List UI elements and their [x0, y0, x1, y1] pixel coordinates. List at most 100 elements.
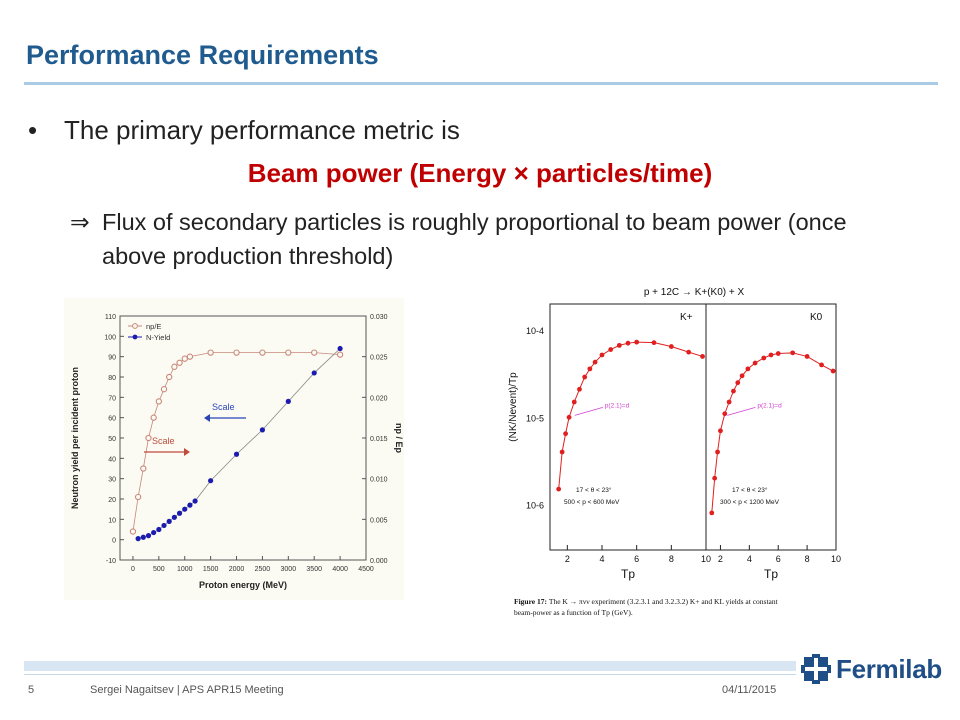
x-tick-label: 6 — [634, 554, 639, 564]
y-tick-label: 100 — [104, 334, 116, 341]
kaon-point — [571, 399, 577, 405]
n-yield-point — [208, 478, 214, 484]
y-tick-label: 90 — [108, 355, 116, 362]
n-yield-point — [151, 529, 157, 536]
kaon-point — [625, 340, 631, 346]
kaon-point — [804, 354, 810, 359]
caption-text: The K → πνν experiment (3.2.3.1 and 3.2.… — [549, 597, 779, 606]
kaon-point — [556, 486, 562, 492]
y-tick-label: -10 — [106, 558, 116, 565]
y-tick-label: 70 — [108, 395, 116, 402]
kaon-point — [634, 339, 640, 345]
panel-label: K+ — [680, 312, 693, 323]
y-right-tick-label: 0.005 — [370, 517, 388, 524]
np-e-point — [186, 353, 194, 360]
y-tick-label: 50 — [108, 436, 116, 443]
annotation-text: p(2.1)=d — [757, 402, 782, 409]
kaon-point — [739, 373, 745, 379]
n-yield-point — [156, 526, 162, 533]
figure-caption-line2: beam-power as a function of Tp (GeV). — [514, 608, 633, 617]
np-e-point — [129, 528, 137, 535]
x-axis-label: Tp — [764, 567, 778, 581]
np-e-point — [171, 363, 178, 370]
kaon-point — [726, 399, 732, 405]
x-tick-label: 6 — [776, 554, 781, 564]
y-axis-label: (NK/Nevent)/Tp — [508, 372, 519, 442]
y-right-tick-label: 0.010 — [370, 477, 388, 484]
n-yield-point — [135, 536, 141, 542]
kaon-point — [819, 362, 824, 368]
scale-arrowhead — [184, 448, 190, 456]
kaon-point — [761, 355, 767, 361]
np-e-point — [150, 414, 157, 421]
kaon-point — [768, 352, 774, 358]
implication-text: Flux of secondary particles is roughly p… — [102, 209, 847, 269]
y-tick-label: 10-6 — [526, 500, 544, 510]
scale-annotation: Scale — [152, 436, 175, 446]
annotation-arrow — [727, 406, 756, 416]
kaon-point — [752, 360, 758, 366]
footer-divider — [24, 674, 796, 675]
implies-arrow-icon: ⇒ — [70, 209, 90, 235]
np-e-point — [259, 349, 266, 356]
kaon-point — [587, 366, 593, 372]
kaon-point — [616, 342, 622, 348]
kaon-point — [709, 510, 715, 516]
y-right-tick-label: 0.020 — [370, 395, 388, 402]
presentation-date: 04/11/2015 — [722, 684, 777, 696]
np-e-point — [160, 386, 168, 393]
kaon-point — [722, 411, 728, 417]
x-axis-label: Proton energy (MeV) — [199, 580, 287, 590]
x-tick-label: 1500 — [203, 566, 219, 573]
x-tick-label: 4500 — [358, 566, 374, 573]
legend-marker — [132, 334, 138, 340]
panel-label: K0 — [810, 312, 823, 323]
kaon-point — [592, 359, 598, 365]
x-tick-label: 2500 — [255, 566, 271, 573]
n-yield-point — [337, 345, 343, 352]
kaon-yield-svg: p + 12C → K+(K0) + X (NK/Nevent)/Tp 10-4 10… — [508, 287, 841, 617]
kaon-point — [668, 344, 674, 349]
n-yield-point — [192, 498, 198, 504]
x-tick-label: 0 — [131, 566, 135, 573]
annotation-text: p(2.1)=d — [605, 402, 630, 409]
bullet-item: • The primary performance metric is — [28, 115, 460, 146]
y-tick-label: 0 — [112, 538, 116, 545]
kaon-point — [566, 414, 572, 420]
kaon-point — [775, 351, 781, 356]
annotation-arrow — [574, 406, 603, 416]
x-tick-label: 500 — [153, 566, 165, 573]
page-title: Performance Requirements — [26, 40, 379, 70]
kaon-point — [718, 428, 723, 434]
cut-text: 500 < p < 600 MeV — [564, 499, 620, 506]
y-tick-label: 10-4 — [526, 326, 544, 336]
logo-text: Fermilab — [836, 654, 942, 684]
caption-label: Figure 17: — [514, 597, 549, 606]
kaon-point — [731, 388, 736, 394]
np-e-point — [311, 349, 318, 356]
legend-marker — [132, 323, 138, 329]
y-right-axis-label: np / Ep — [394, 423, 404, 453]
kaon-series-line — [711, 352, 834, 513]
kaon-yield-chart: p + 12C → K+(K0) + X (NK/Nevent)/Tp 10-4 10… — [496, 282, 850, 622]
n-yield-point — [311, 370, 317, 376]
cut-text: 300 < p < 1200 MeV — [720, 499, 780, 506]
x-tick-label: 4 — [599, 554, 604, 564]
fermilab-logo-icon — [801, 654, 831, 684]
x-tick-label: 8 — [669, 554, 674, 564]
y-right-tick-label: 0.015 — [370, 436, 388, 443]
kaon-point — [608, 347, 614, 352]
n-yield-point — [161, 522, 167, 529]
np-e-point — [336, 351, 344, 358]
y-tick-label: 10 — [108, 517, 116, 524]
page-number: 5 — [28, 684, 35, 696]
footer-bar — [24, 661, 796, 671]
np-e-point — [285, 349, 292, 356]
x-tick-label: 3500 — [306, 566, 322, 573]
x-tick-label: 2 — [565, 554, 570, 564]
np-e-point — [145, 434, 152, 442]
kaon-point — [745, 366, 751, 372]
x-axis-label: Tp — [621, 567, 635, 581]
np-e-point — [166, 373, 173, 381]
y-tick-label: 20 — [108, 497, 116, 504]
